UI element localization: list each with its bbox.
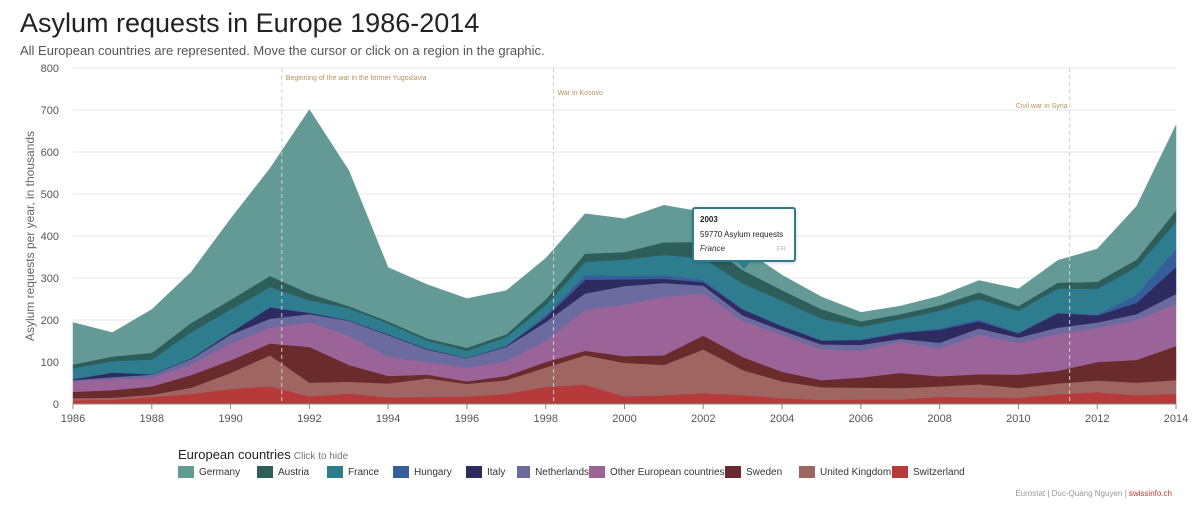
y-tick-label: 600 [41, 147, 59, 159]
y-tick-label: 0 [53, 399, 59, 411]
x-tick-label: 2014 [1164, 413, 1188, 425]
legend-heading: European countries Click to hide [178, 447, 972, 462]
legend-item-united-kingdom[interactable]: United Kingdom [799, 466, 892, 478]
y-axis-label: Asylum requests per year, in thousands [23, 131, 37, 341]
annotation-label: Beginning of the war in the former Yugos… [286, 75, 427, 82]
legend-label: Other European countries [610, 466, 725, 478]
tooltip-country: France [700, 244, 725, 253]
y-tick-label: 300 [41, 273, 59, 285]
legend-swatch [257, 466, 273, 478]
x-tick-label: 1992 [297, 413, 321, 425]
x-tick-label: 2004 [770, 413, 794, 425]
legend-item-sweden[interactable]: Sweden [725, 466, 799, 478]
x-tick-label: 1998 [533, 413, 557, 425]
page-subtitle: All European countries are represented. … [20, 43, 545, 58]
legend-swatch [725, 466, 741, 478]
legend-items: Germany Austria France Hungary Italy Netherla… [178, 466, 972, 478]
credit-source: Eurostat | Duc-Quang Nguyen | [1015, 489, 1129, 498]
y-tick-label: 400 [41, 231, 59, 243]
x-tick-label: 1988 [140, 413, 164, 425]
tooltip-value: 59770 Asylum requests [700, 230, 784, 239]
legend-swatch [589, 466, 605, 478]
legend-item-austria[interactable]: Austria [257, 466, 327, 478]
legend-item-germany[interactable]: Germany [178, 466, 257, 478]
legend-title: European countries [178, 447, 291, 462]
y-tick-label: 800 [41, 63, 59, 75]
legend-label: United Kingdom [820, 466, 892, 478]
legend-swatch [393, 466, 409, 478]
x-tick-label: 2010 [1006, 413, 1030, 425]
legend-label: France [348, 466, 380, 478]
legend-swatch [327, 466, 343, 478]
legend-label: Germany [199, 466, 241, 478]
legend-swatch [466, 466, 482, 478]
legend-item-hungary[interactable]: Hungary [393, 466, 466, 478]
legend-swatch [892, 466, 908, 478]
legend-swatch [517, 466, 531, 478]
legend-label: Sweden [746, 466, 783, 478]
tooltip-year: 2003 [700, 215, 718, 224]
stacked-area-chart[interactable]: 0 100 200 300 400 500 600 700 800 Beginning of th… [0, 0, 1200, 440]
legend-swatch [799, 466, 815, 478]
x-tick-label: 1996 [455, 413, 479, 425]
legend-item-other-european-countries[interactable]: Other European countries [589, 466, 725, 478]
credits: Eurostat | Duc-Quang Nguyen | swissinfo.… [1015, 489, 1172, 498]
legend-hint: Click to hide [293, 451, 349, 462]
area-germany[interactable] [72, 109, 1177, 365]
y-tick-label: 200 [41, 315, 59, 327]
legend-item-france[interactable]: France [327, 466, 393, 478]
y-tick-label: 700 [41, 105, 59, 117]
x-tick-label: 2012 [1085, 413, 1109, 425]
x-tick-label: 2008 [927, 413, 951, 425]
legend: European countries Click to hide Germany A… [178, 447, 972, 478]
legend-item-italy[interactable]: Italy [466, 466, 517, 478]
legend-item-switzerland[interactable]: Switzerland [892, 466, 972, 478]
x-tick-label: 2006 [849, 413, 873, 425]
x-tick-label: 2002 [691, 413, 715, 425]
annotation-label: War in Kosovo [558, 90, 603, 97]
tooltip: 2003 59770 Asylum requests France FR [692, 207, 796, 262]
legend-label: Hungary [414, 466, 452, 478]
annotation-label: Civil war in Syria [1016, 103, 1068, 110]
legend-label: Switzerland [913, 466, 965, 478]
legend-label: Austria [278, 466, 310, 478]
x-tick-label: 1990 [218, 413, 242, 425]
credit-brand-link[interactable]: swissinfo.ch [1128, 489, 1172, 498]
y-tick-label: 100 [41, 357, 59, 369]
legend-swatch [178, 466, 194, 478]
tooltip-country-code: FR [776, 246, 786, 253]
x-tick-label: 1994 [376, 413, 400, 425]
tooltip-pointer [737, 261, 751, 269]
x-tick-label: 2000 [612, 413, 636, 425]
y-tick-label: 500 [41, 189, 59, 201]
legend-item-netherlands[interactable]: Netherlands [517, 466, 589, 478]
legend-label: Italy [487, 466, 506, 478]
legend-label: Netherlands [535, 466, 589, 478]
x-tick-label: 1986 [61, 413, 85, 425]
page-title: Asylum requests in Europe 1986-2014 [20, 8, 480, 38]
